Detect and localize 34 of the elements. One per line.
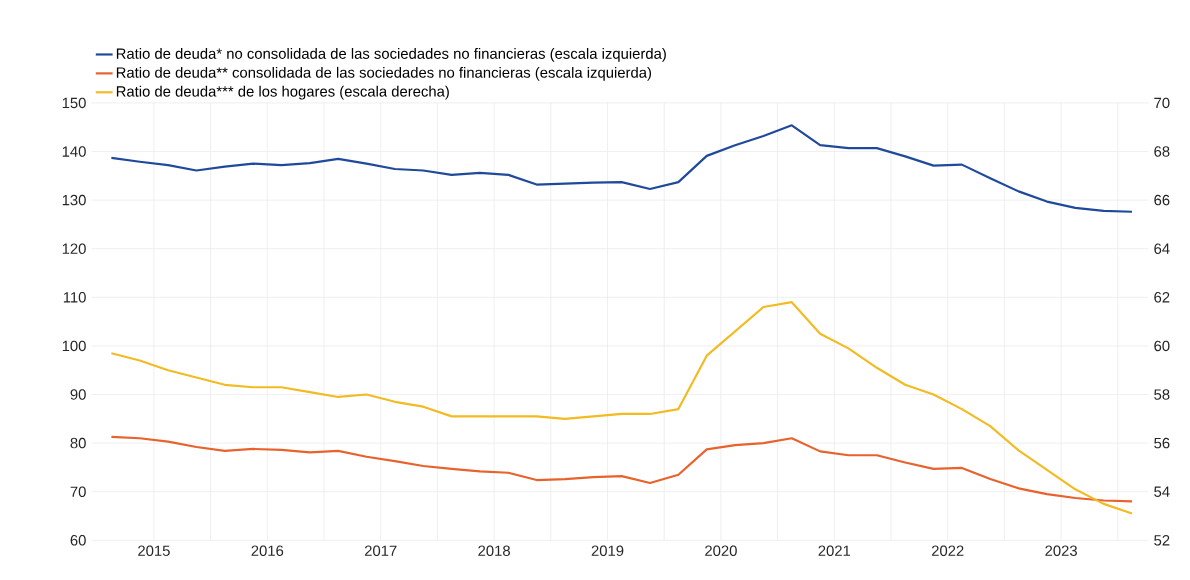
legend-label: Ratio de deuda*** de los hogares (escala derecha) — [116, 85, 449, 100]
x-tick-label: 2019 — [591, 545, 624, 557]
y2-tick-label: 62 — [1154, 292, 1170, 303]
x-tick-label: 2022 — [931, 545, 964, 557]
y2-tick-label: 56 — [1154, 437, 1170, 449]
y-tick-label: 70 — [70, 486, 86, 498]
x-tick-label: 2020 — [705, 545, 737, 557]
y2-tick-label: 60 — [1154, 340, 1170, 352]
y-tick-label: 90 — [70, 389, 86, 400]
x-tick-label: 2015 — [138, 545, 170, 557]
y2-tick-label: 64 — [1154, 243, 1170, 255]
y-tick-label: 80 — [70, 437, 86, 449]
y-tick-label: 140 — [62, 146, 86, 157]
y-tick-label: 150 — [62, 97, 86, 109]
y2-tick-label: 54 — [1154, 486, 1170, 497]
y-tick-label: 60 — [70, 535, 86, 546]
line-series — [110, 124, 1134, 213]
x-tick-label: 2018 — [478, 545, 510, 557]
y-tick-label: 100 — [62, 340, 86, 352]
y2-tick-label: 52 — [1154, 535, 1170, 546]
y-tick-label: 120 — [62, 243, 86, 255]
x-tick-label: 2023 — [1045, 545, 1077, 557]
x-tick-label: 2017 — [364, 545, 397, 557]
line-series — [110, 435, 1134, 503]
legend-label: Ratio de deuda** consolidada de las sociedades no financieras (escala izquierda) — [116, 66, 652, 81]
y2-tick-label: 58 — [1154, 389, 1170, 400]
x-tick-label: 2021 — [818, 545, 851, 557]
y2-tick-label: 66 — [1154, 194, 1170, 206]
y-tick-label: 130 — [62, 194, 86, 206]
y2-tick-label: 68 — [1154, 146, 1170, 157]
x-tick-label: 2016 — [251, 545, 284, 557]
legend-label: Ratio de deuda* no consolidada de las sociedades no financieras (escala izquierda) — [116, 48, 666, 62]
y-tick-label: 110 — [63, 292, 86, 303]
y2-tick-label: 70 — [1154, 97, 1170, 109]
